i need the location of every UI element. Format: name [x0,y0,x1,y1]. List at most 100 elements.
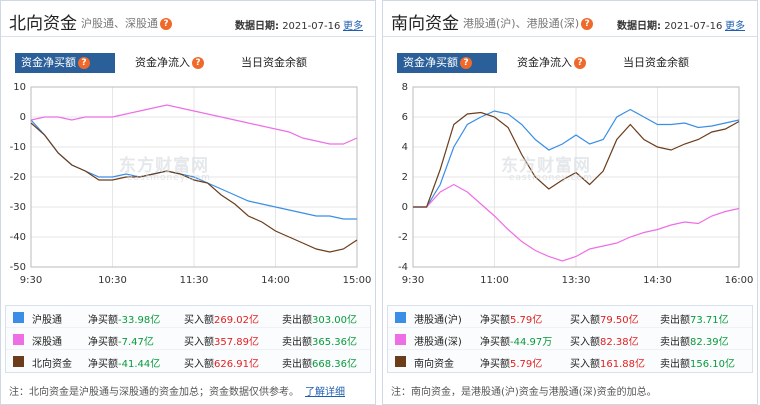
help-icon[interactable]: ? [574,57,586,69]
north-legend: 沪股通 净买额-33.98亿 买入额269.02亿 卖出额303.00亿 深股通… [5,305,371,373]
sell-label: 卖出额 [282,359,312,370]
south-chart-series-line-0 [413,108,740,208]
help-icon[interactable]: ? [192,57,204,69]
legend-swatch [13,334,24,345]
south-chart: 8 6 4 2 0 -2 -4 9:30 11:00 13:30 14:30 16:00 东方财富网 … [383,79,759,291]
net-label: 净买额 [88,359,118,370]
sell-value: 303.00亿 [312,315,357,326]
north-chart-y-tick: -10 [10,142,26,153]
sell-label: 卖出额 [282,315,312,326]
note-text: 注：北向资金是沪股通与深股通的资金加总；资金数据仅供参考。 [9,387,299,398]
tab-net-buy[interactable]: 资金净买额? [15,53,115,73]
north-chart-y-tick: 0 [20,112,26,123]
legend-name: 北向资金 [32,359,72,370]
south-chart-x-tick: 14:30 [643,275,672,286]
sell-value: 73.71亿 [690,315,729,326]
south-chart-x-tick: 16:00 [725,275,754,286]
south-chart-series-line-2 [413,111,740,208]
buy-label: 买入额 [570,315,600,326]
buy-value: 79.50亿 [600,315,639,326]
north-chart-x-tick: 15:00 [343,275,372,286]
net-label: 净买额 [88,315,118,326]
tab-label: 当日资金余额 [623,56,689,69]
south-chart-svg: 8 6 4 2 0 -2 -4 9:30 11:00 13:30 14:30 16:00 [398,82,754,286]
south-title: 南向资金 [391,14,459,33]
south-chart-series-line-1 [413,183,740,262]
legend-net: 净买额-33.98亿 [88,311,160,326]
net-value: -7.47亿 [118,337,154,348]
net-value: -44.97万 [510,337,553,348]
legend-swatch [13,312,24,323]
north-chart-x-tick: 10:30 [98,275,127,286]
south-chart-x-tick: 13:30 [562,275,591,286]
buy-label: 买入额 [184,315,214,326]
legend-buy: 买入额269.02亿 [184,311,259,326]
legend-row: 深股通 净买额-7.47亿 买入额357.89亿 卖出额365.36亿 [6,328,370,350]
tab-balance[interactable]: 当日资金余额 [235,53,313,73]
legend-name: 沪股通 [32,315,62,326]
tab-net-inflow[interactable]: 资金净流入? [511,53,592,73]
south-tabs: 资金净买额? 资金净流入? 当日资金余额 [397,53,737,73]
south-more-link[interactable]: 更多 [725,21,745,32]
south-subtitle-text: 港股通(沪)、港股通(深) [463,17,580,30]
tab-net-buy[interactable]: 资金净买额? [397,53,497,73]
north-more-link[interactable]: 更多 [343,21,363,32]
legend-net: 净买额-44.97万 [480,333,552,348]
legend-row: 港股通(深) 净买额-44.97万 买入额82.38亿 卖出额82.39亿 [388,328,752,350]
legend-sell: 卖出额156.10亿 [660,355,735,370]
sell-value: 668.36亿 [312,359,357,370]
sell-label: 卖出额 [660,337,690,348]
north-subtitle: 沪股通、深股通? [81,15,172,31]
legend-sell: 卖出额365.36亿 [282,333,357,348]
south-subtitle: 港股通(沪)、港股通(深)? [463,15,594,31]
legend-swatch [13,356,24,367]
south-chart-y-tick: 8 [402,82,408,93]
tab-balance[interactable]: 当日资金余额 [617,53,695,73]
legend-net: 净买额-7.47亿 [88,333,154,348]
tab-net-inflow[interactable]: 资金净流入? [129,53,210,73]
south-date: 数据日期: 2021-07-16 [617,17,722,32]
north-subtitle-text: 沪股通、深股通 [81,17,158,30]
south-legend: 港股通(沪) 净买额5.79亿 买入额79.50亿 卖出额73.71亿 港股通(… [387,305,753,373]
help-icon[interactable]: ? [160,18,172,30]
net-label: 净买额 [480,315,510,326]
watermark-sub: eastmoney.com [509,173,593,183]
learn-more-link[interactable]: 了解详细 [305,387,345,398]
north-chart-svg: 10 0 -10 -20 -30 -40 -50 9:30 10:30 11:30 14:00 15:… [10,82,372,286]
legend-net: 净买额-41.44亿 [88,355,160,370]
legend-buy: 买入额161.88亿 [570,355,645,370]
north-chart-x-tick: 11:30 [180,275,209,286]
legend-name: 深股通 [32,337,62,348]
legend-buy: 买入额357.89亿 [184,333,259,348]
tab-label: 资金净流入 [517,56,572,69]
help-icon[interactable]: ? [581,18,594,30]
north-date-value: 2021-07-16 [282,21,341,32]
buy-value: 269.02亿 [214,315,259,326]
legend-name: 港股通(沪) [414,315,462,326]
net-value: 5.79亿 [510,359,543,370]
north-chart-y-tick: -50 [10,262,26,273]
help-icon[interactable]: ? [78,57,90,69]
legend-buy: 买入额79.50亿 [570,311,639,326]
north-chart-series-line-1 [30,104,358,145]
legend-row: 港股通(沪) 净买额5.79亿 买入额79.50亿 卖出额73.71亿 [388,306,752,328]
net-value: -33.98亿 [118,315,161,326]
south-chart-y-tick: 2 [402,172,408,183]
north-chart-x-tick: 9:30 [20,275,42,286]
north-panel: 北向资金 沪股通、深股通? 数据日期: 2021-07-16 更多 资金净买额?… [0,0,376,405]
north-chart-frame [30,86,358,268]
south-chart-y-tick: 0 [402,202,408,213]
legend-row: 北向资金 净买额-41.44亿 买入额626.91亿 卖出额668.36亿 [6,350,370,372]
north-chart-x-tick: 14:00 [261,275,290,286]
north-tabs: 资金净买额? 资金净流入? 当日资金余额 [15,53,355,73]
legend-name: 港股通(深) [414,337,462,348]
south-note: 注：南向资金，是港股通(沪)资金与港股通(深)资金的加总。 [391,383,657,398]
help-icon[interactable]: ? [460,57,472,69]
legend-swatch [395,312,406,323]
buy-label: 买入额 [570,359,600,370]
north-header: 北向资金 沪股通、深股通? 数据日期: 2021-07-16 更多 [1,1,375,37]
north-chart-y-tick: 10 [13,82,26,93]
north-title: 北向资金 [9,14,77,33]
south-chart-x-tick: 9:30 [402,275,424,286]
legend-name: 南向资金 [414,359,454,370]
